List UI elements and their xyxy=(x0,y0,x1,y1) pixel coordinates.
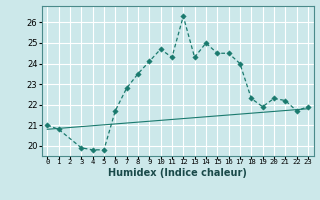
X-axis label: Humidex (Indice chaleur): Humidex (Indice chaleur) xyxy=(108,168,247,178)
